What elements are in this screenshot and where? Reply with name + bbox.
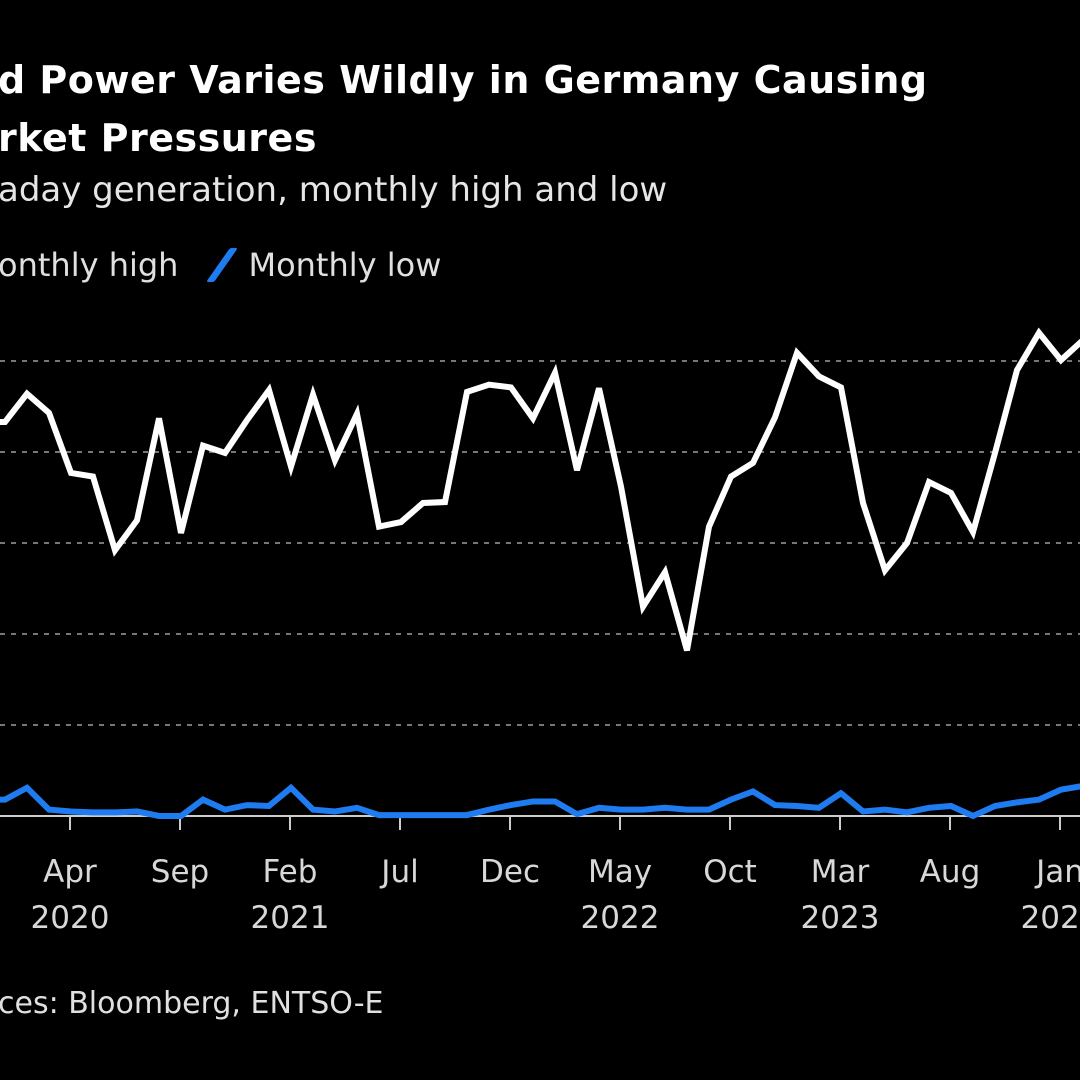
x-tick-label-year: 2022 [581,900,660,936]
series-monthly-low-line [0,783,1080,820]
chart-title-line-1: d Power Varies Wildly in Germany Causing [0,58,928,102]
x-tick-label-month: Mar [811,854,870,890]
x-tick-label-month: Sep [151,854,209,890]
x-tick-label-month: Jan [1034,854,1080,890]
source-note: ces: Bloomberg, ENTSO-E [0,986,384,1021]
legend-high-label: onthly high [0,246,179,284]
legend: onthly high Monthly low [0,246,441,284]
x-tick-label-month: Jul [379,854,418,890]
x-tick-label-month: Apr [43,854,97,890]
chart-title-line-2: rket Pressures [0,116,317,160]
x-tick-label-month: Aug [920,854,981,890]
x-tick-label-year: 2023 [801,900,880,936]
x-tick-label-month: Oct [703,854,757,890]
x-tick-label-year: 2020 [31,900,110,936]
series-monthly-high-line [0,327,1080,652]
x-tick-label-year: 2021 [251,900,330,936]
x-tick-label-month: Feb [263,854,318,890]
x-tick-label-month: May [588,854,652,890]
legend-low-label: Monthly low [248,246,442,284]
chart-subtitle: aday generation, monthly high and low [0,170,668,210]
x-tick-label-month: Dec [480,854,540,890]
x-tick-label-year: 2024 [1021,900,1080,936]
